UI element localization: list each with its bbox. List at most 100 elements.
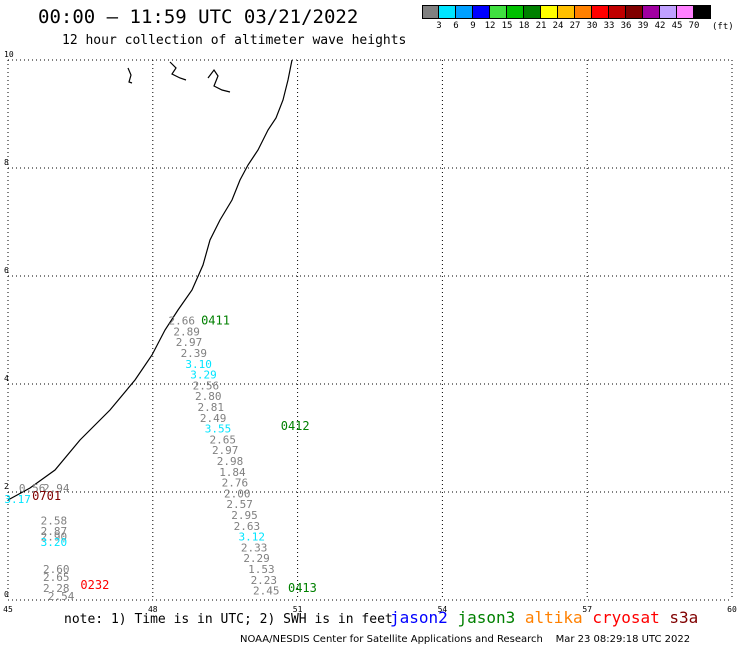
color-scale-label: 3 <box>436 21 442 31</box>
color-swatch <box>643 5 660 19</box>
wave-height-value: 2.49 <box>200 412 227 425</box>
pass-time-label: 0232 <box>80 578 109 592</box>
wave-height-value: 2.97 <box>176 336 203 349</box>
wave-height-value: 2.33 <box>241 541 268 554</box>
color-scale-unit: (ft) <box>712 22 734 32</box>
wave-height-value: 2.95 <box>231 509 258 522</box>
wave-height-value: 2.87 <box>41 525 68 538</box>
legend-entry-jason2: jason2 <box>390 608 458 627</box>
color-scale-label: 21 <box>535 21 547 31</box>
wave-height-value: 2.60 <box>43 563 70 576</box>
color-swatch <box>456 5 473 19</box>
color-scale-label: 27 <box>569 21 581 31</box>
color-scale-label: 9 <box>470 21 476 31</box>
wave-height-value: 2.00 <box>224 487 251 500</box>
color-swatch <box>592 5 609 19</box>
wave-height-value: 3.20 <box>41 536 68 549</box>
color-scale-label: 24 <box>552 21 564 31</box>
color-scale-label: 15 <box>501 21 513 31</box>
wave-height-value: 0.56 <box>19 482 46 495</box>
wave-height-value: 2.39 <box>181 347 208 360</box>
pass-time-label: 0411 <box>201 314 230 328</box>
color-swatch <box>490 5 507 19</box>
color-scale-swatches <box>422 5 711 19</box>
map-subtitle: 12 hour collection of altimeter wave hei… <box>62 33 407 48</box>
color-swatch <box>439 5 456 19</box>
wave-height-value: 2.58 <box>41 514 68 527</box>
wave-height-value: 2.45 <box>253 585 280 598</box>
wave-height-value: 2.80 <box>195 390 222 403</box>
island-outline <box>127 67 133 84</box>
satellite-legend: jason2 jason3 altika cryosat s3a <box>390 608 698 627</box>
color-swatch <box>694 5 711 19</box>
island-outline <box>169 61 187 81</box>
x-tick-label: 54 <box>438 605 448 614</box>
island-outline <box>207 68 231 93</box>
color-scale-labels: 3 6 9 12 15 18 21 24 27 30 33 36 39 42 45 70 <box>422 19 711 33</box>
y-tick-label: 4 <box>4 374 9 383</box>
color-scale-label: 39 <box>637 21 649 31</box>
note-text: note: 1) Time is in UTC; 2) SWH is in fe… <box>64 612 393 627</box>
wave-height-value: 2.65 <box>43 571 70 584</box>
wave-height-value: 2.57 <box>226 498 253 511</box>
wave-height-value: 2.29 <box>243 552 270 565</box>
legend-entry-cryosat: cryosat <box>592 608 670 627</box>
wave-height-value: 3.17 <box>4 493 31 506</box>
wave-height-value: 2.23 <box>251 574 278 587</box>
wave-height-value: 2.81 <box>197 401 224 414</box>
x-tick-label: 60 <box>727 605 737 614</box>
wave-height-value: 3.29 <box>190 369 217 382</box>
y-tick-label: 0 <box>4 590 9 599</box>
x-tick-label: 48 <box>148 605 158 614</box>
wave-height-value: 3.12 <box>238 531 265 544</box>
wave-height-value: 2.28 <box>43 582 70 595</box>
x-tick-label: 57 <box>582 605 592 614</box>
color-swatch <box>507 5 524 19</box>
color-scale-label: 12 <box>484 21 496 31</box>
legend-entry-s3a: s3a <box>669 608 699 627</box>
wave-height-value: 1.53 <box>248 563 275 576</box>
coastline <box>7 59 293 501</box>
pass-time-label: 0412 <box>281 419 310 433</box>
color-swatch <box>626 5 643 19</box>
pass-time-label: 0701 <box>32 489 61 503</box>
color-swatch <box>473 5 490 19</box>
wave-height-value: 2.90 <box>41 531 68 544</box>
color-swatch <box>575 5 592 19</box>
color-scale-label: 33 <box>603 21 615 31</box>
wave-height-value: 2.56 <box>193 379 220 392</box>
wave-height-value: 1.84 <box>219 466 246 479</box>
wave-height-value: 2.97 <box>212 444 239 457</box>
wave-height-value: 2.66 <box>169 315 196 328</box>
color-scale-label: 18 <box>518 21 530 31</box>
wave-height-value: 2.54 <box>48 590 75 603</box>
x-tick-label: 45 <box>3 605 13 614</box>
color-swatch <box>541 5 558 19</box>
wave-height-value: 2.98 <box>217 455 244 468</box>
pass-time-label: 0413 <box>288 581 317 595</box>
wave-height-value: 2.94 <box>43 482 70 495</box>
wave-height-value: 3.55 <box>205 423 232 436</box>
y-tick-label: 6 <box>4 266 9 275</box>
color-scale-label: 42 <box>654 21 666 31</box>
wave-height-value: 2.65 <box>210 433 237 446</box>
wave-height-value: 2.63 <box>234 520 261 533</box>
color-swatch <box>422 5 439 19</box>
color-swatch <box>660 5 677 19</box>
legend-entry-jason3: jason3 <box>457 608 525 627</box>
color-scale-label: 30 <box>586 21 598 31</box>
y-tick-label: 8 <box>4 158 9 167</box>
footer-credit: NOAA/NESDIS Center for Satellite Applica… <box>240 634 691 645</box>
y-tick-label: 2 <box>4 482 9 491</box>
color-swatch <box>558 5 575 19</box>
color-scale-label: 36 <box>620 21 632 31</box>
y-tick-label: 10 <box>4 50 14 59</box>
legend-entry-altika: altika <box>524 608 593 627</box>
color-swatch <box>609 5 626 19</box>
color-scale-label: 45 <box>671 21 683 31</box>
wave-height-value: 2.76 <box>222 477 249 490</box>
map-title: 00:00 – 11:59 UTC 03/21/2022 <box>38 6 359 28</box>
color-swatch <box>677 5 694 19</box>
x-tick-label: 51 <box>293 605 303 614</box>
